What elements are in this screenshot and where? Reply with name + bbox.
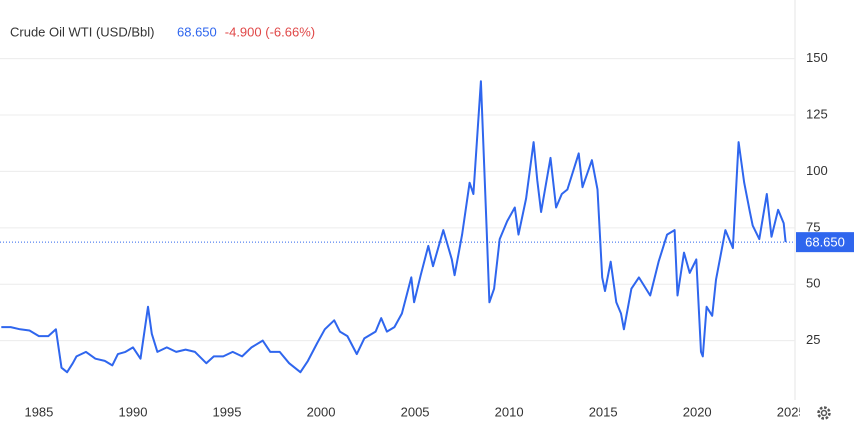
y-tick-label: 50 xyxy=(806,276,820,291)
y-tick-label: 25 xyxy=(806,332,820,347)
price-change: -4.900 (-6.66%) xyxy=(225,24,315,39)
x-axis: 1985 1990 1995 2000 2005 2010 2015 2020 2025 xyxy=(24,404,806,419)
x-tick-label: 1985 xyxy=(24,404,53,419)
price-line xyxy=(1,80,787,374)
x-tick-label: 2015 xyxy=(589,404,618,419)
y-tick-label: 150 xyxy=(806,50,828,65)
last-price: 68.650 xyxy=(177,24,217,39)
x-tick-label: 1995 xyxy=(213,404,242,419)
x-tick-label: 1990 xyxy=(119,404,148,419)
last-value-badge xyxy=(796,232,854,253)
y-tick-label: 125 xyxy=(806,106,828,121)
x-tick-label: 2000 xyxy=(307,404,336,419)
x-tick-label: 2020 xyxy=(683,404,712,419)
settings-icon[interactable] xyxy=(817,406,831,420)
x-tick-label: 2025 xyxy=(777,404,806,419)
x-tick-label: 2010 xyxy=(495,404,524,419)
x-tick-label: 2005 xyxy=(401,404,430,419)
chart-title: Crude Oil WTI (USD/Bbl) xyxy=(10,24,154,39)
last-value-label: 68.650 xyxy=(805,235,845,250)
y-tick-label: 75 xyxy=(806,219,820,234)
y-tick-label: 100 xyxy=(806,163,828,178)
